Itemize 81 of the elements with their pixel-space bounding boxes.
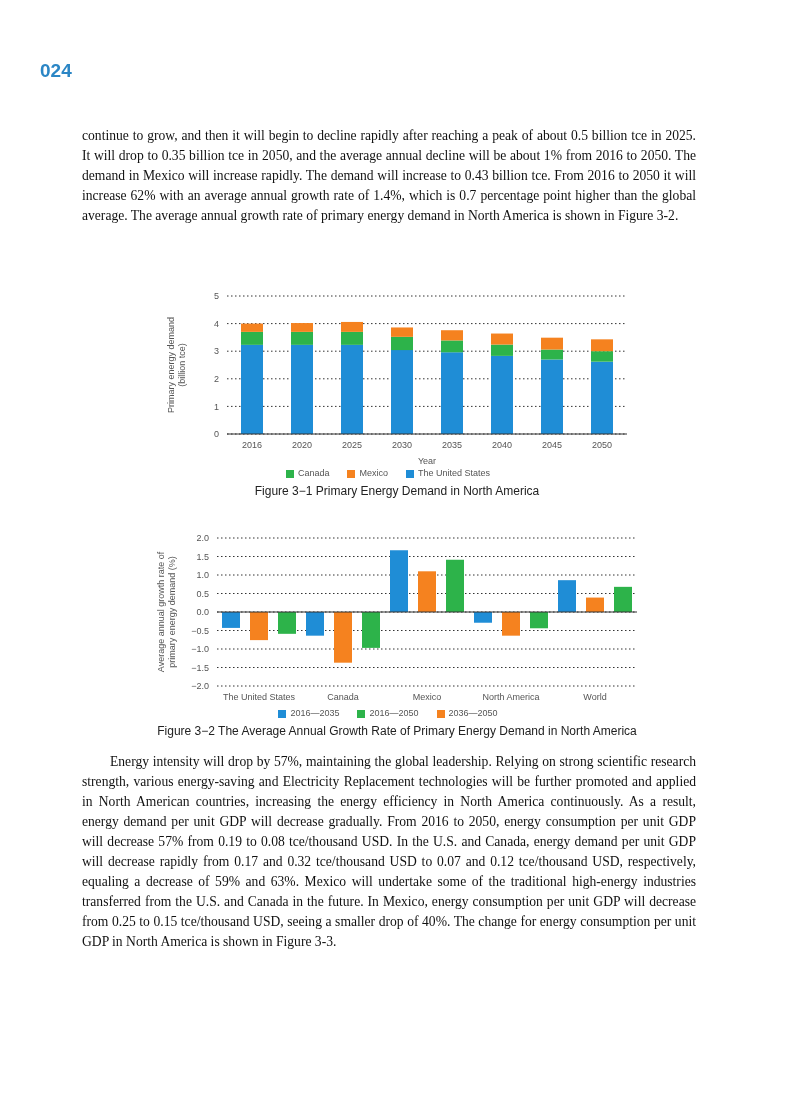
x-tick-label: 2020 (291, 440, 313, 451)
bar (591, 361, 613, 434)
bar (591, 351, 613, 362)
y-tick-label: 1 (213, 401, 219, 412)
x-tick-label: 2035 (441, 440, 463, 451)
x-tick-label: 2040 (491, 440, 513, 451)
bar (441, 352, 463, 434)
y-tick-label: 1.5 (196, 551, 209, 562)
x-axis-title: Year (417, 456, 437, 466)
bar (278, 612, 296, 634)
y-axis-title: Primary energy demand (billion tce) (165, 316, 187, 414)
y-tick-label: 0.5 (196, 588, 209, 599)
y-tick-label: 0 (213, 429, 219, 440)
y-tick-label: 2.0 (196, 533, 209, 544)
x-tick-label: Mexico (412, 692, 442, 703)
bar (391, 327, 413, 337)
bar (306, 612, 324, 636)
text: Figure 3−2 The Average Annual Growth Rate of Primary Energy Demand in North America (156, 724, 638, 738)
legend-label: Mexico (359, 468, 388, 478)
x-tick-label: 2050 (591, 440, 613, 451)
bar (541, 359, 563, 434)
x-tick-label: 2025 (341, 440, 363, 451)
text: Figure 3−1 Primary Energy Demand in North America (253, 484, 541, 498)
bar (341, 331, 363, 345)
bar (390, 550, 408, 612)
x-tick-label: The United States (222, 692, 296, 703)
bar (341, 344, 363, 434)
text: 024 (40, 60, 72, 82)
bar (418, 571, 436, 612)
bar (441, 340, 463, 353)
x-tick-label: World (583, 692, 607, 703)
bar (586, 597, 604, 612)
bar (362, 612, 380, 648)
bar (541, 349, 563, 360)
y-tick-label: −0.5 (191, 625, 209, 636)
legend-label: The United States (418, 468, 491, 478)
bar (530, 612, 548, 629)
text: Energy intensity will drop by 57%, maintaining the global leadership. Relying on strong scientific research strength, various energy-saving and Electricity Replacement technologies will be further promoted and applied in North American countries, increasing the energy efficiency in North America continuously. As a result, energy demand per unit GDP will decrease gradually. From 2016 to 2050, energy consumption per unit GDP will decrease 57% from 0.19 to 0.08 tce/thousand USD. In the U.S. and Canada, energy demand per unit GDP will decrease rapidly from 0.17 and 0.32 tce/thousand USD to 0.07 and 0.12 tce/thousand USD, respectively, equaling a decrease of 59% and 63%. Mexico will undertake some of the traditional high-energy industries transferred from the U.S. and Canada in the future. In Mexico, energy consumption per unit GDP will decrease from 0.25 to 0.15 tce/thousand USD, seeing a smaller drop of 40%. The change for energy consumption per unit GDP in North America is shown in Figure 3-3. (82, 754, 696, 949)
bar (558, 580, 576, 612)
bar (250, 612, 268, 641)
x-tick-label: 2030 (391, 440, 413, 451)
bar (474, 612, 492, 623)
y-tick-label: 1.0 (196, 570, 209, 581)
bar (491, 355, 513, 434)
text: continue to grow, and then it will begin to decline rapidly after reaching a peak of about 0.5 billion tce in 2025. It will drop to 0.35 billion tce in 2050, and the average annual decline will be about 1% from 2016 to 2050. The demand in Mexico will increase rapidly. The demand will increase to 0.43 billion tce. From 2016 to 2050 it will increase 62% with an average annual growth rate of 1.4%, which is 0.7 percentage point higher than the global average. The average annual growth rate of primary energy demand in North America is shown in Figure 3-2. (82, 127, 696, 225)
y-tick-label: −1.5 (191, 662, 209, 673)
x-tick-label: North America (482, 692, 540, 703)
bar (291, 323, 313, 332)
y-tick-label: 4 (213, 318, 219, 329)
bar (241, 323, 263, 332)
y-tick-label: −2.0 (191, 681, 209, 692)
legend-label: 2016—2050 (369, 708, 419, 718)
legend-label: 2016—2035 (290, 708, 340, 718)
y-tick-label: 5 (213, 291, 219, 302)
bar (334, 612, 352, 663)
bar (441, 330, 463, 341)
bar (222, 612, 240, 628)
bar (391, 336, 413, 351)
x-tick-label: 2045 (541, 440, 563, 451)
y-tick-label: 3 (213, 346, 219, 357)
y-tick-label: −1.0 (191, 644, 209, 655)
y-tick-label: 2 (213, 373, 219, 384)
bar (241, 344, 263, 434)
x-tick-label: 2016 (241, 440, 263, 451)
bar (502, 612, 520, 636)
legend-label: Canada (297, 468, 330, 478)
x-tick-label: Canada (327, 692, 359, 703)
bar (241, 331, 263, 345)
bar (591, 339, 613, 352)
bar (341, 321, 363, 332)
y-axis-title: Average annual growth rate of primary energy demand (%) (155, 551, 177, 673)
bar (491, 333, 513, 345)
legend-label: 2036—2050 (448, 708, 498, 718)
bar (491, 344, 513, 356)
bar (291, 331, 313, 345)
bar (291, 344, 313, 434)
y-tick-label: 0.0 (196, 607, 209, 618)
bar (614, 586, 632, 612)
bar (541, 337, 563, 350)
bar (391, 350, 413, 434)
bar (446, 559, 464, 612)
